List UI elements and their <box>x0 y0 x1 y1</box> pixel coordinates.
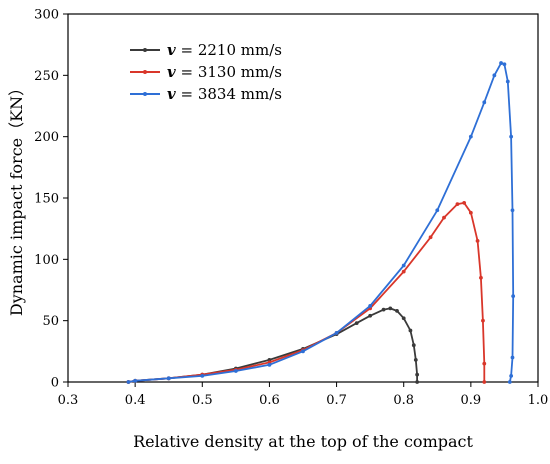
y-tick-label: 50 <box>42 314 59 329</box>
legend-marker <box>143 92 147 96</box>
legend-marker <box>143 70 147 74</box>
data-point <box>499 61 503 65</box>
series-line <box>128 307 419 383</box>
plot-frame <box>67 13 539 383</box>
data-point <box>301 349 305 354</box>
y-tick-label: 150 <box>34 192 59 207</box>
data-point <box>511 294 516 299</box>
data-point <box>435 208 440 213</box>
data-point <box>479 275 483 280</box>
data-point <box>233 369 238 373</box>
data-point <box>481 318 485 323</box>
series-line <box>128 201 486 383</box>
legend-item: v = 3130 mm/s <box>130 63 282 81</box>
data-point <box>368 304 373 308</box>
y-axis-ticks: 0 50 100 150 200 250 300 <box>34 8 68 391</box>
x-axis-ticks: 0.3 0.4 0.5 0.6 0.7 0.8 0.9 1.0 <box>58 382 549 408</box>
data-point <box>133 378 138 383</box>
x-tick-label: 0.9 <box>461 393 482 408</box>
y-axis-title: Dynamic impact force（KN） <box>7 80 26 316</box>
legend-item: v = 3834 mm/s <box>130 85 282 103</box>
data-point <box>509 373 514 378</box>
data-point <box>468 134 473 139</box>
data-point <box>354 321 359 326</box>
data-point <box>505 79 510 84</box>
data-point <box>381 307 386 312</box>
data-point <box>413 358 418 362</box>
data-point <box>401 263 406 268</box>
data-point <box>455 202 460 207</box>
series-3 <box>126 61 516 384</box>
data-point <box>395 308 399 313</box>
legend: v = 2210 mm/s v = 3130 mm/s v = 3834 mm/s <box>130 41 282 103</box>
y-tick-label: 250 <box>34 69 59 84</box>
x-tick-label: 0.8 <box>393 393 414 408</box>
data-point <box>415 380 420 384</box>
data-point <box>468 210 473 215</box>
legend-label: v = 3130 mm/s <box>167 63 282 81</box>
legend-label: v = 3834 mm/s <box>167 85 282 103</box>
data-point <box>462 201 467 205</box>
data-point <box>509 134 514 139</box>
x-tick-label: 0.7 <box>326 393 347 408</box>
data-point <box>166 376 171 381</box>
y-tick-label: 0 <box>51 376 59 391</box>
x-tick-label: 1.0 <box>528 393 549 408</box>
series-layer <box>126 61 516 384</box>
data-point <box>507 380 512 384</box>
x-tick-label: 0.4 <box>125 393 146 408</box>
series-2 <box>126 201 487 384</box>
y-tick-label: 100 <box>34 253 59 268</box>
series-1 <box>126 306 420 384</box>
data-point <box>475 239 480 243</box>
data-point <box>401 269 406 274</box>
y-tick-label: 200 <box>34 130 59 145</box>
data-point <box>368 313 373 318</box>
legend-marker <box>143 48 147 52</box>
x-tick-label: 0.5 <box>192 393 213 408</box>
data-point <box>482 380 487 384</box>
data-point <box>200 373 205 378</box>
data-point <box>415 372 420 377</box>
x-tick-label: 0.3 <box>58 393 79 408</box>
x-axis-title: Relative density at the top of the compa… <box>133 432 473 451</box>
plot-area-border <box>67 13 539 383</box>
data-point <box>401 316 406 321</box>
legend-label: v = 2210 mm/s <box>167 41 282 59</box>
data-point <box>408 328 413 333</box>
y-tick-label: 300 <box>34 8 59 23</box>
data-point <box>510 355 515 360</box>
series-line <box>128 62 515 383</box>
data-point <box>411 343 416 348</box>
data-point <box>428 235 433 240</box>
data-point <box>492 73 497 78</box>
data-point <box>510 208 515 213</box>
data-point <box>442 215 446 220</box>
data-point <box>482 100 487 105</box>
data-point <box>482 361 487 366</box>
legend-item: v = 2210 mm/s <box>130 41 282 59</box>
x-tick-label: 0.6 <box>259 393 280 408</box>
data-point <box>126 380 131 384</box>
data-point <box>334 331 339 335</box>
data-point <box>267 362 272 367</box>
data-point <box>502 62 507 67</box>
data-point <box>388 306 393 311</box>
